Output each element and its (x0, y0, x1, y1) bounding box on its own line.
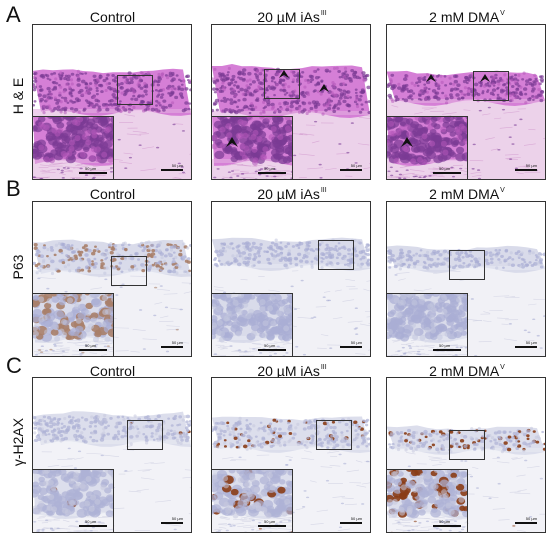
inset-scale-bar-label: 50 µm (85, 520, 96, 524)
condition-text: Control (90, 9, 135, 25)
inset-scale-bar (258, 525, 286, 527)
col-label-dma-b: 2 mM DMAV (386, 183, 548, 202)
micrograph-p63-dma: 50 µm 50 µm (386, 201, 546, 357)
condition-sup: III (321, 187, 327, 194)
inset-scale-bar (258, 349, 286, 351)
inset-tissue-image (212, 294, 293, 357)
condition-text: 20 µM iAs (257, 9, 320, 25)
inset-scale-bar-label: 50 µm (85, 344, 96, 348)
micrograph-p63-control: 50 µm 50 µm (32, 201, 192, 357)
magnified-inset: 50 µm (32, 293, 114, 357)
roi-box (117, 75, 153, 105)
roi-box (316, 420, 352, 450)
inset-tissue-image (33, 470, 114, 533)
micrograph-he-ias: 50 µm 50 µm (211, 24, 371, 180)
scale-bar (161, 346, 183, 348)
micrograph-he-dma: 50 µm 50 µm (386, 24, 546, 180)
inset-scale-bar (79, 349, 107, 351)
scale-bar-label: 50 µm (526, 517, 537, 521)
arrowhead-icon (425, 73, 437, 83)
inset-scale-bar-label: 50 µm (264, 344, 275, 348)
magnified-inset: 50 µm (386, 469, 468, 533)
col-label-control-b: Control (32, 183, 194, 202)
scale-bar (515, 522, 537, 524)
scale-bar (340, 522, 362, 524)
inset-scale-bar (79, 525, 107, 527)
inset-scale-bar (433, 172, 461, 174)
roi-box (318, 240, 354, 270)
micrograph-h2ax-dma: 50 µm 50 µm (386, 377, 546, 533)
scale-bar (340, 169, 362, 171)
condition-sup: V (500, 10, 505, 17)
inset-scale-bar-label: 50 µm (85, 167, 96, 171)
inset-tissue-image (387, 470, 468, 533)
condition-text: Control (90, 186, 135, 202)
arrowhead-icon (318, 83, 330, 93)
scale-bar (515, 346, 537, 348)
scale-bar (515, 169, 537, 171)
scale-bar-label: 50 µm (172, 164, 183, 168)
inset-scale-bar-label: 50 µm (439, 167, 450, 171)
magnified-inset: 50 µm (32, 469, 114, 533)
magnified-inset: 50 µm (32, 116, 114, 180)
roi-box (111, 256, 147, 286)
scale-bar-label: 50 µm (526, 164, 537, 168)
section-letter-b: B (6, 178, 21, 200)
magnified-inset: 50 µm (211, 116, 293, 180)
section-letter-a: A (6, 4, 21, 26)
inset-scale-bar (79, 172, 107, 174)
magnified-inset: 50 µm (386, 293, 468, 357)
scale-bar-label: 50 µm (172, 517, 183, 521)
scale-bar (340, 346, 362, 348)
inset-scale-bar-label: 50 µm (264, 167, 275, 171)
col-label-ias-a: 20 µM iAsIII (211, 6, 373, 25)
magnified-inset: 50 µm (386, 116, 468, 180)
condition-sup: III (321, 364, 327, 371)
inset-scale-bar-label: 50 µm (439, 344, 450, 348)
row-label-p63: P63 (10, 227, 26, 307)
inset-scale-bar (433, 349, 461, 351)
section-letter-c: C (6, 355, 22, 377)
condition-sup: V (500, 364, 505, 371)
row-label-h2ax: γ-H2AX (10, 402, 26, 482)
col-label-ias-b: 20 µM iAsIII (211, 183, 373, 202)
condition-sup: III (321, 10, 327, 17)
roi-box (449, 250, 485, 280)
scale-bar (161, 169, 183, 171)
scale-bar-label: 50 µm (351, 164, 362, 168)
inset-tissue-image (387, 294, 468, 357)
micrograph-he-control: 50 µm 50 µm (32, 24, 192, 180)
scale-bar-label: 50 µm (172, 341, 183, 345)
micrograph-h2ax-ias: 50 µm 50 µm (211, 377, 371, 533)
micrograph-p63-ias: 50 µm 50 µm (211, 201, 371, 357)
condition-text: 2 mM DMA (429, 186, 499, 202)
roi-box (449, 430, 485, 460)
scale-bar (161, 522, 183, 524)
scale-bar-label: 50 µm (351, 517, 362, 521)
roi-box (127, 420, 163, 450)
scale-bar-label: 50 µm (526, 341, 537, 345)
inset-scale-bar-label: 50 µm (264, 520, 275, 524)
scale-bar-label: 50 µm (351, 341, 362, 345)
col-label-dma-a: 2 mM DMAV (386, 6, 548, 25)
inset-scale-bar (258, 172, 286, 174)
arrowhead-icon (278, 69, 290, 79)
arrowhead-icon (479, 73, 491, 83)
inset-scale-bar (433, 525, 461, 527)
inset-tissue-image (212, 470, 293, 533)
inset-scale-bar-label: 50 µm (439, 520, 450, 524)
inset-tissue-image (387, 117, 468, 180)
inset-tissue-image (212, 117, 293, 180)
condition-text: 2 mM DMA (429, 9, 499, 25)
inset-tissue-image (33, 294, 114, 357)
condition-text: 20 µM iAs (257, 186, 320, 202)
condition-sup: V (500, 187, 505, 194)
col-label-control-a: Control (32, 6, 194, 25)
magnified-inset: 50 µm (211, 469, 293, 533)
row-label-he: H & E (10, 56, 26, 136)
inset-tissue-image (33, 117, 114, 180)
magnified-inset: 50 µm (211, 293, 293, 357)
micrograph-h2ax-control: 50 µm 50 µm (32, 377, 192, 533)
